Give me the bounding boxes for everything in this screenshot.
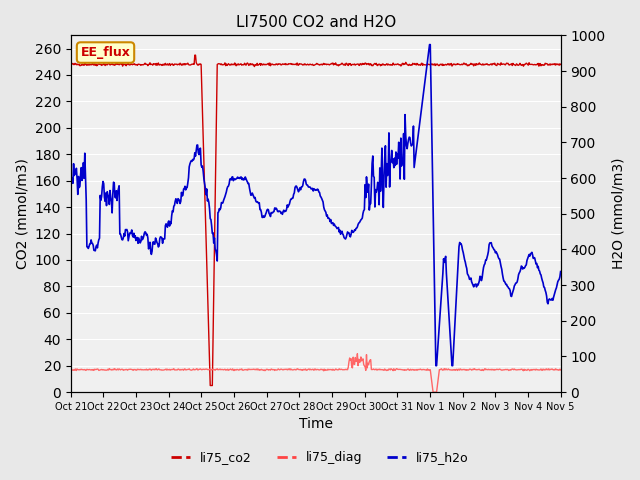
li75_co2	[390, 61, 397, 67]
li75_diag	[510, 367, 518, 372]
Line: li75_co2: li75_co2	[71, 55, 561, 385]
li75_diag	[353, 351, 361, 357]
li75_co2	[205, 358, 213, 364]
li75_co2	[187, 62, 195, 68]
li75_h2o	[222, 192, 230, 197]
Line: li75_diag: li75_diag	[71, 354, 561, 392]
li75_h2o	[388, 160, 396, 166]
li75_h2o	[510, 286, 518, 292]
Legend: li75_co2, li75_diag, li75_h2o: li75_co2, li75_diag, li75_h2o	[166, 446, 474, 469]
li75_diag	[205, 367, 212, 372]
li75_diag	[449, 367, 457, 372]
li75_h2o	[557, 269, 564, 275]
Title: LI7500 CO2 and H2O: LI7500 CO2 and H2O	[236, 15, 396, 30]
li75_co2	[191, 52, 198, 58]
li75_co2	[223, 62, 231, 68]
li75_co2	[206, 383, 214, 388]
li75_h2o	[187, 159, 195, 165]
Y-axis label: H2O (mmol/m3): H2O (mmol/m3)	[611, 158, 625, 269]
li75_diag	[67, 367, 75, 373]
li75_diag	[187, 367, 195, 373]
li75_h2o	[67, 184, 75, 190]
li75_h2o	[449, 349, 457, 355]
li75_diag	[222, 367, 230, 373]
li75_co2	[557, 61, 564, 67]
li75_h2o	[205, 199, 212, 205]
li75_diag	[557, 367, 564, 373]
li75_diag	[429, 389, 437, 395]
li75_h2o	[426, 42, 433, 48]
Y-axis label: CO2 (mmol/m3): CO2 (mmol/m3)	[15, 158, 29, 269]
Line: li75_h2o: li75_h2o	[71, 45, 561, 366]
li75_diag	[389, 368, 397, 373]
X-axis label: Time: Time	[299, 418, 333, 432]
Text: EE_flux: EE_flux	[81, 46, 131, 59]
li75_co2	[510, 61, 518, 67]
li75_co2	[67, 61, 75, 67]
li75_co2	[449, 61, 457, 67]
li75_h2o	[432, 363, 440, 369]
